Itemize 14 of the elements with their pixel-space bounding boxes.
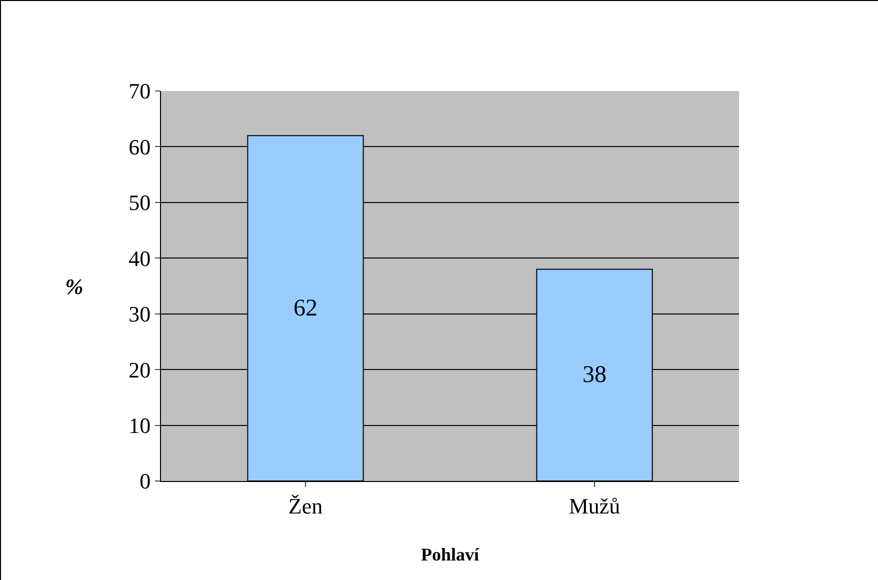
- y-tick-label: 60: [128, 134, 151, 160]
- y-tick-label: 10: [128, 412, 151, 438]
- x-tick-label: Žen: [288, 493, 323, 518]
- y-tick-label: 30: [128, 302, 151, 327]
- y-tick-label: 70: [128, 78, 151, 104]
- data-label: 62: [294, 295, 318, 322]
- y-axis-title: %: [65, 274, 84, 299]
- y-tick-label: 20: [128, 357, 151, 382]
- x-axis-title: Pohlaví: [420, 544, 480, 564]
- y-tick-label: 50: [128, 190, 151, 216]
- data-label: 38: [582, 362, 606, 388]
- x-tick-label: Mužů: [568, 493, 620, 518]
- y-tick-label: 40: [128, 246, 151, 271]
- y-tick-label: 0: [140, 468, 151, 494]
